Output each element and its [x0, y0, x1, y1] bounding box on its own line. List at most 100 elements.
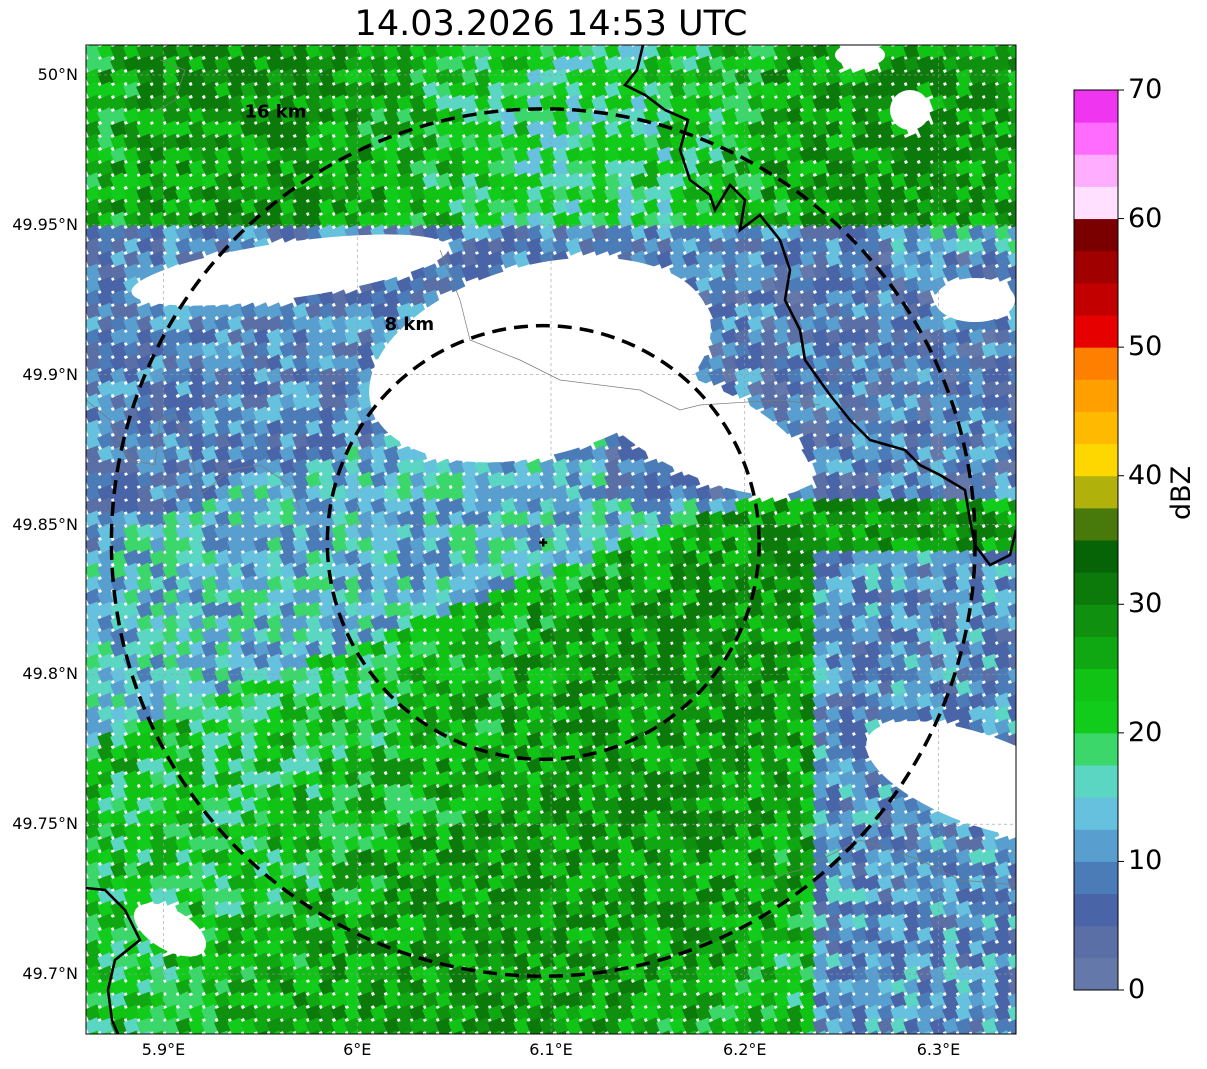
echo-cell [682, 68, 701, 87]
echo-cell [422, 1030, 441, 1034]
echo-cell [617, 68, 636, 87]
echo-cell [630, 45, 649, 61]
echo-cell [695, 55, 714, 74]
echo-cell [513, 107, 532, 126]
echo-cell [188, 55, 207, 74]
echo-cell [708, 107, 727, 126]
echo-cell [903, 146, 922, 165]
echo-cell [578, 120, 597, 139]
echo-cell [682, 133, 701, 152]
echo-cell [656, 159, 675, 178]
echo-cell [227, 68, 246, 87]
echo-cell [422, 172, 441, 191]
echo-cell [370, 159, 389, 178]
echo-cell [409, 1030, 428, 1034]
echo-cell [708, 94, 727, 113]
echo-cell [942, 159, 961, 178]
echo-cell [721, 107, 740, 126]
echo-cell [279, 81, 298, 100]
echo-cell [968, 45, 987, 61]
echo-cell [747, 68, 766, 87]
echo-cell [474, 68, 493, 87]
echo-cell [695, 133, 714, 152]
echo-cell [175, 45, 194, 61]
echo-cell [136, 45, 155, 61]
echo-cell [604, 159, 623, 178]
echo-cell [86, 94, 103, 113]
echo-cell [682, 55, 701, 74]
echo-cell [396, 146, 415, 165]
echo-cell [487, 120, 506, 139]
echo-cell [500, 159, 519, 178]
echo-cell [695, 159, 714, 178]
echo-cell [201, 1030, 220, 1034]
echo-cell [422, 146, 441, 165]
echo-cell [227, 120, 246, 139]
echo-cell [773, 94, 792, 113]
echo-cell [175, 68, 194, 87]
echo-cell [617, 159, 636, 178]
echo-cell [565, 94, 584, 113]
echo-cell [214, 133, 233, 152]
echo-cell [669, 94, 688, 113]
echo-cell [266, 159, 285, 178]
echo-cell [799, 55, 818, 74]
echo-cell [747, 146, 766, 165]
echo-cell [838, 120, 857, 139]
echo-cell [461, 1030, 480, 1034]
echo-cell [799, 146, 818, 165]
echo-cell [786, 107, 805, 126]
echo-cell [578, 81, 597, 100]
echo-cell [604, 55, 623, 74]
echo-cell [747, 55, 766, 74]
echo-cell [1007, 68, 1016, 87]
echo-cell [513, 146, 532, 165]
echo-cell [968, 159, 987, 178]
echo-cell [526, 55, 545, 74]
echo-cell [292, 133, 311, 152]
echo-cell [838, 68, 857, 87]
echo-cell [110, 133, 129, 152]
echo-cell [994, 1030, 1013, 1034]
echo-cell [786, 55, 805, 74]
echo-cell [279, 55, 298, 74]
echo-cell [968, 107, 987, 126]
echo-cell [123, 120, 142, 139]
echo-cell [110, 107, 129, 126]
echo-cell [916, 133, 935, 152]
echo-cell [487, 1030, 506, 1034]
echo-cell [435, 120, 454, 139]
echo-cell [500, 146, 519, 165]
echo-cell [253, 159, 272, 178]
echo-cell [786, 94, 805, 113]
echo-cell [734, 133, 753, 152]
echo-cell [448, 120, 467, 139]
echo-cell [175, 107, 194, 126]
echo-cell [318, 55, 337, 74]
echo-cell [981, 45, 1000, 61]
echo-cell [227, 133, 246, 152]
echo-cell [526, 45, 545, 61]
echo-cell [448, 94, 467, 113]
echo-cell [695, 120, 714, 139]
echo-cell [630, 94, 649, 113]
echo-cell [474, 55, 493, 74]
echo-cell [682, 1030, 701, 1034]
echo-cell [253, 146, 272, 165]
echo-cell [747, 133, 766, 152]
echo-cell [123, 68, 142, 87]
echo-cell [773, 146, 792, 165]
echo-cell [851, 1030, 870, 1034]
echo-cell [292, 159, 311, 178]
echo-cell [864, 120, 883, 139]
echo-cell [357, 146, 376, 165]
echo-cell [760, 133, 779, 152]
echo-cell [214, 45, 233, 61]
echo-cell [487, 55, 506, 74]
echo-cell [617, 120, 636, 139]
echo-cell [396, 68, 415, 87]
echo-cell [799, 1030, 818, 1034]
echo-cell [812, 68, 831, 87]
no-echo-area [935, 278, 1015, 322]
echo-cell [877, 159, 896, 178]
